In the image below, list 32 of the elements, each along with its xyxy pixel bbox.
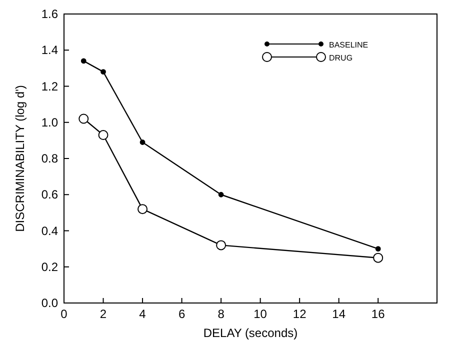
point bbox=[218, 192, 224, 198]
point bbox=[80, 58, 86, 64]
point bbox=[100, 69, 106, 74]
y-tick-label: 0.4 bbox=[41, 224, 58, 238]
x-tick-label: 6 bbox=[178, 307, 186, 321]
x-tick-label: 4 bbox=[139, 307, 146, 321]
x-tick-label: 0 bbox=[60, 307, 68, 321]
y-tick-label: 1.4 bbox=[41, 43, 58, 58]
x-tick-label: 12 bbox=[292, 307, 307, 321]
point bbox=[375, 246, 381, 252]
point bbox=[216, 240, 226, 250]
y-tick-label: 1.0 bbox=[41, 115, 58, 130]
x-axis-title: DELAY (seconds) bbox=[203, 326, 298, 340]
y-tick-label: 0.6 bbox=[41, 188, 58, 202]
legend-label: DRUG bbox=[329, 54, 353, 62]
point bbox=[78, 114, 89, 124]
y-tick-label: 0.0 bbox=[41, 296, 58, 310]
point bbox=[138, 204, 148, 214]
point bbox=[373, 252, 384, 263]
legend-label: BASELINE bbox=[329, 40, 368, 50]
point bbox=[98, 130, 108, 140]
y-tick-label: 1.6 bbox=[41, 7, 58, 21]
x-tick-label: 14 bbox=[332, 307, 346, 321]
y-tick-label: 0.2 bbox=[41, 260, 58, 274]
x-tick-label: 16 bbox=[371, 307, 386, 321]
point bbox=[140, 140, 146, 145]
y-tick-label: 0.8 bbox=[41, 152, 58, 166]
y-tick-label: 1.2 bbox=[41, 79, 58, 94]
x-tick-label: 2 bbox=[100, 307, 107, 321]
x-tick-label: 8 bbox=[218, 307, 225, 321]
y-axis-title: DISCRIMINABILITY (log d') bbox=[13, 85, 27, 232]
x-tick-label: 10 bbox=[254, 307, 268, 321]
